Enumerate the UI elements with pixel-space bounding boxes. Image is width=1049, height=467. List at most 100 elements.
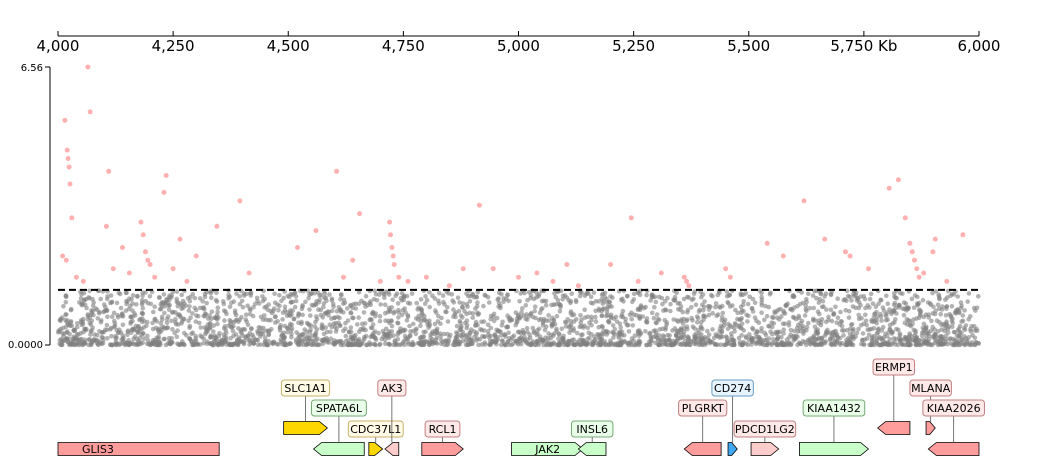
data-point (474, 330, 480, 335)
data-point (591, 290, 597, 295)
data-point (893, 317, 898, 322)
data-point (879, 336, 885, 341)
data-point (139, 297, 145, 303)
data-point (943, 333, 949, 339)
data-point (65, 339, 71, 345)
data-point (224, 330, 229, 336)
data-point (568, 300, 573, 306)
data-point (893, 295, 898, 301)
data-point (631, 312, 637, 318)
x-tick-label: 5,500 (727, 37, 770, 55)
data-point (496, 296, 501, 301)
data-point (828, 336, 833, 342)
data-point (829, 318, 835, 324)
significant-point (295, 245, 300, 250)
data-point (104, 307, 110, 313)
data-point (78, 319, 84, 325)
data-point (328, 329, 333, 335)
data-point (255, 331, 261, 336)
data-point (536, 326, 542, 332)
data-point (505, 324, 510, 330)
data-point (381, 334, 386, 339)
y-axis: 6.56 0.0000 (8, 63, 51, 351)
data-point (952, 342, 957, 347)
data-point (564, 342, 569, 348)
data-point (499, 323, 505, 328)
data-point (589, 314, 594, 320)
data-point (835, 315, 841, 321)
data-point (920, 297, 926, 303)
data-point (68, 307, 74, 313)
data-point (93, 306, 98, 311)
significant-point (916, 274, 922, 280)
data-point (454, 323, 460, 329)
data-point (265, 307, 270, 312)
data-point (159, 314, 165, 320)
data-point (950, 324, 955, 330)
data-point (342, 300, 348, 306)
data-point (775, 336, 780, 342)
significant-point (423, 274, 429, 280)
data-point (485, 294, 491, 300)
data-point (430, 341, 436, 347)
data-point (187, 298, 193, 304)
data-point (698, 324, 704, 329)
data-point (679, 327, 684, 333)
data-point (186, 308, 192, 313)
significant-point (64, 147, 70, 153)
data-point (164, 296, 169, 302)
data-point (423, 329, 428, 335)
data-point (826, 317, 831, 323)
data-point (532, 308, 537, 314)
data-point (912, 338, 917, 343)
data-point (278, 337, 284, 343)
data-point (422, 301, 428, 307)
data-point (564, 295, 570, 300)
data-point (680, 309, 686, 315)
data-point (299, 319, 304, 325)
data-point (89, 318, 95, 324)
gene-body (577, 442, 607, 456)
data-point (349, 336, 355, 342)
data-point (285, 329, 290, 335)
data-point (95, 316, 101, 321)
data-point (398, 342, 404, 347)
data-point (418, 315, 424, 321)
significant-point (143, 249, 148, 255)
data-point (605, 312, 610, 318)
data-point (238, 329, 243, 334)
data-point (839, 341, 845, 346)
data-point (861, 342, 867, 347)
data-point (214, 290, 219, 296)
data-point (433, 310, 439, 315)
data-point (249, 326, 254, 332)
data-point (406, 341, 411, 347)
significant-point (106, 168, 112, 174)
data-point (230, 328, 236, 334)
data-point (867, 327, 872, 332)
x-tick-label: 5,000 (497, 37, 540, 55)
data-point (491, 318, 497, 324)
data-point (221, 308, 227, 313)
x-tick-label: 4,000 (37, 37, 80, 55)
data-point (199, 334, 205, 340)
data-point (485, 322, 491, 328)
gene-label: PDCD1LG2 (735, 423, 795, 436)
data-point (812, 342, 818, 348)
data-point (306, 341, 311, 347)
data-point (198, 325, 204, 330)
data-point (448, 332, 453, 338)
data-point (67, 331, 72, 337)
data-point (466, 293, 471, 299)
data-point (644, 292, 649, 298)
data-point (807, 305, 812, 311)
data-point (203, 331, 208, 337)
data-point (166, 336, 172, 341)
data-point (517, 299, 522, 304)
data-point (620, 308, 626, 314)
data-point (251, 334, 256, 340)
data-point (743, 334, 749, 339)
data-point (239, 298, 245, 304)
data-point (702, 299, 707, 304)
data-point (76, 342, 82, 348)
